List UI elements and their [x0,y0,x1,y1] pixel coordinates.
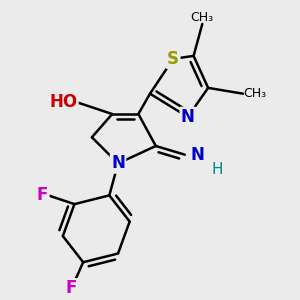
Text: N: N [111,154,125,172]
Text: HO: HO [49,93,77,111]
Text: F: F [66,279,77,297]
Text: F: F [37,186,48,204]
Text: CH₃: CH₃ [191,11,214,24]
Text: CH₃: CH₃ [243,87,266,100]
Text: S: S [167,50,179,68]
Text: N: N [191,146,205,164]
Text: H: H [211,162,223,177]
Text: N: N [181,108,195,126]
